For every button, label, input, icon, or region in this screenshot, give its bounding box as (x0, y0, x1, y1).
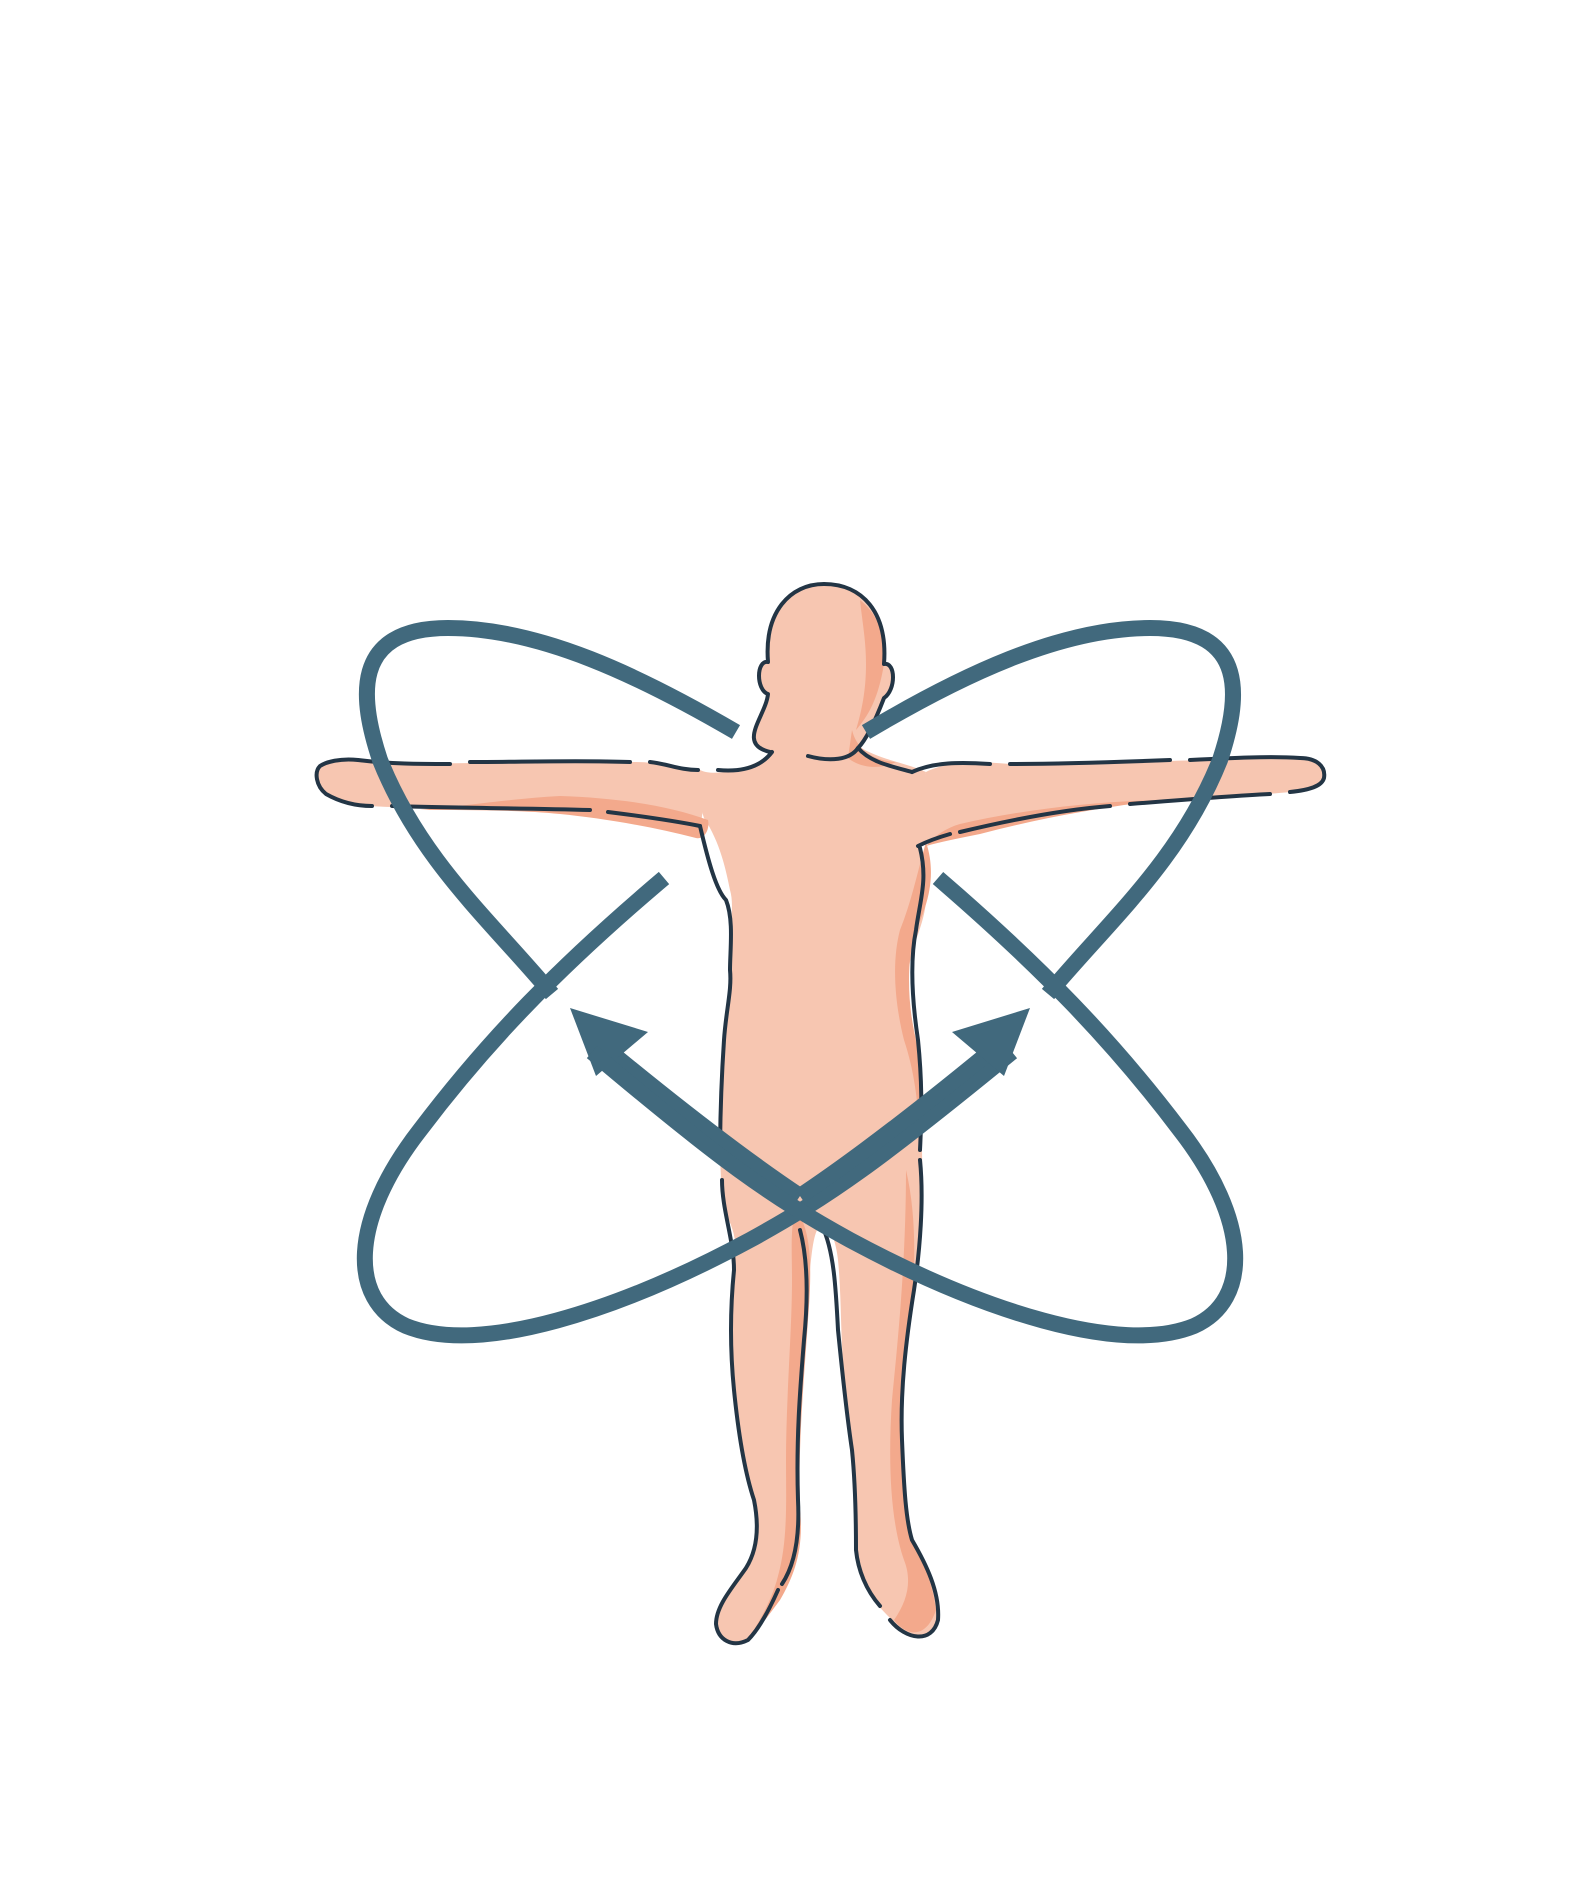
right-loop-arrowhead (952, 1008, 1030, 1076)
left-loop-upper-segment (358, 620, 741, 1000)
left-leg-outline (714, 1178, 780, 1646)
inner-leg-left-outline (780, 1228, 809, 1586)
left-hand-outline (314, 757, 374, 808)
torso-right-shadow (895, 842, 931, 1140)
neck-shadow (848, 730, 896, 767)
neck-left-outline (716, 750, 774, 773)
left-arm-bottom-outline (390, 804, 702, 828)
right-loop-arrow-shaft (795, 1033, 1010, 1203)
head-outline (752, 582, 895, 762)
left-loop (356, 620, 1018, 1344)
head-shadow (856, 600, 885, 730)
movement-loops (356, 620, 1244, 1344)
torso-right-outline (910, 846, 926, 1152)
right-loop (586, 620, 1244, 1344)
right-loop-upper-segment (861, 620, 1242, 1000)
right-arm (918, 757, 1325, 846)
leg-shadow (890, 1170, 936, 1633)
left-loop-arrow-shaft (590, 1033, 805, 1203)
right-arm-top-outline (910, 755, 1302, 774)
head (753, 584, 893, 760)
figure-outline (314, 582, 1327, 1646)
right-arm-underside-shadow (926, 800, 1160, 846)
right-loop-lower-segment (586, 871, 1244, 1344)
neck-right-outline (856, 746, 914, 774)
right-hand-outline (1288, 756, 1327, 794)
left-loop-lower-segment (356, 871, 1018, 1344)
torso-left-outline (698, 824, 733, 1162)
left-arm-top-outline (356, 758, 700, 772)
inner-leg-right-outline (820, 1224, 882, 1608)
inner-leg-shadow (748, 1210, 811, 1640)
